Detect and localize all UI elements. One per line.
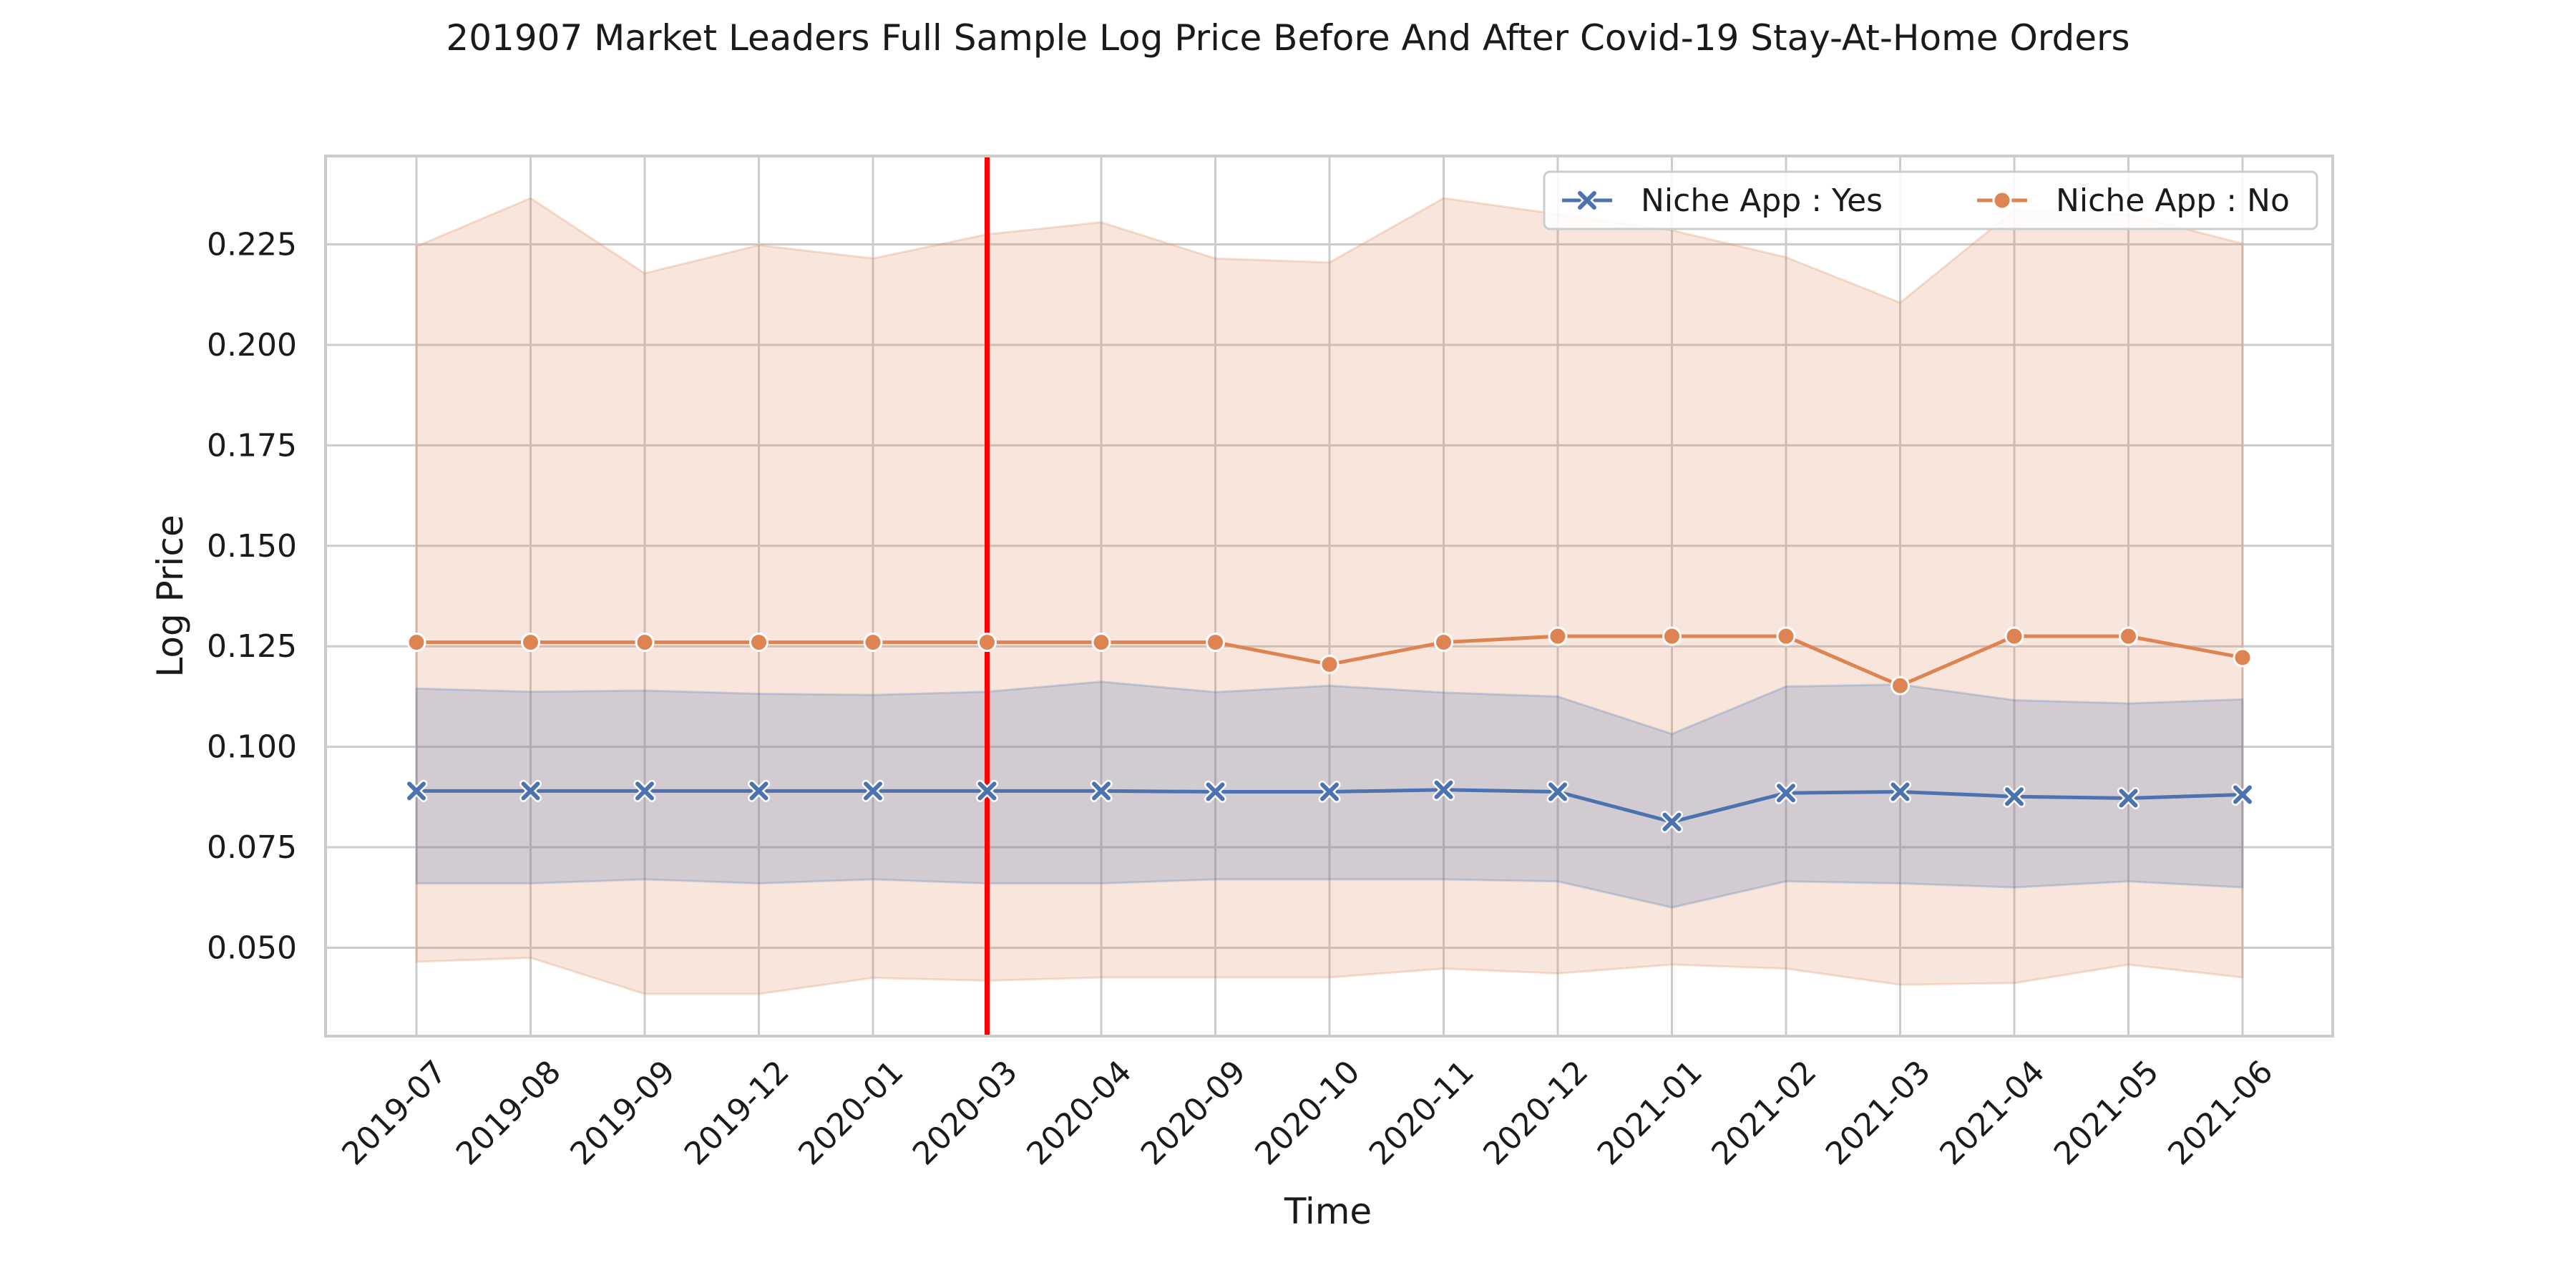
data-point-niche-yes: [1204, 781, 1226, 804]
x-tick-label: 2020-11: [1362, 1053, 1481, 1172]
y-tick-label: 0.175: [207, 427, 297, 464]
data-point-niche-no: [406, 633, 426, 653]
plot-frame: [324, 155, 2334, 1038]
x-tick-label: 2020-01: [791, 1053, 910, 1172]
data-point-niche-no: [1319, 654, 1340, 674]
data-point-niche-no: [2004, 626, 2024, 646]
data-point-niche-no: [977, 633, 997, 653]
legend-box: [1543, 170, 2318, 230]
x-tick-label: 2021-04: [1933, 1053, 2051, 1172]
legend-label: Niche App : Yes: [1641, 182, 1883, 219]
x-tick-label: 2019-07: [335, 1053, 454, 1172]
legend-marker: [1576, 189, 1599, 212]
data-point-niche-yes: [1318, 781, 1341, 804]
x-tick-label: 2021-01: [1591, 1053, 1709, 1172]
data-point-niche-no: [1091, 633, 1111, 653]
x-tick-label: 2021-05: [2047, 1053, 2166, 1172]
x-axis-label: Time: [1284, 1191, 1372, 1232]
data-point-niche-yes: [1546, 781, 1569, 804]
x-tick-label: 2020-12: [1476, 1053, 1595, 1172]
confidence-bands: [415, 197, 2244, 995]
legend-marker: [1992, 190, 2012, 210]
data-point-niche-yes: [748, 779, 770, 802]
data-point-niche-no: [1662, 626, 1682, 646]
y-axis-ticks: 0.050 0.075 0.100 0.125 0.150 0.175 0.200 0.225: [207, 227, 297, 967]
data-point-niche-yes: [633, 779, 656, 802]
x-tick-label: 2019-09: [563, 1053, 682, 1172]
x-tick-label: 2019-12: [678, 1053, 796, 1172]
y-axis-label: Log Price: [150, 514, 191, 677]
data-point-niche-yes: [1090, 779, 1113, 802]
data-point-niche-yes: [1661, 811, 1683, 834]
y-tick-label: 0.200: [207, 327, 297, 364]
data-point-niche-yes: [1433, 779, 1455, 801]
y-tick-label: 0.225: [207, 227, 297, 263]
x-tick-label: 2021-02: [1704, 1053, 1823, 1172]
data-point-niche-no: [1890, 675, 1910, 696]
x-tick-label: 2020-09: [1134, 1053, 1253, 1172]
data-point-niche-yes: [2231, 783, 2254, 806]
data-point-niche-yes: [976, 779, 998, 802]
data-point-niche-no: [863, 633, 883, 653]
y-tick-label: 0.150: [207, 528, 297, 565]
x-tick-label: 2019-08: [449, 1053, 568, 1172]
data-point-niche-yes: [1889, 781, 1911, 804]
data-point-niche-no: [1776, 626, 1796, 646]
data-point-niche-no: [1434, 633, 1453, 653]
data-point-niche-yes: [405, 779, 428, 802]
data-point-niche-no: [1206, 633, 1225, 653]
x-tick-label: 2020-04: [1020, 1053, 1138, 1172]
data-point-niche-no: [521, 633, 540, 653]
data-point-niche-yes: [862, 779, 884, 802]
data-point-niche-no: [749, 633, 769, 653]
data-point-niche-yes: [2117, 787, 2140, 810]
x-tick-label: 2021-03: [1819, 1053, 1938, 1172]
series-markers: [405, 626, 2254, 834]
data-point-niche-yes: [1775, 781, 1797, 804]
x-tick-label: 2020-10: [1248, 1053, 1367, 1172]
y-tick-label: 0.100: [207, 729, 297, 766]
x-axis-ticks: 2019-072019-082019-092019-122020-012020-…: [335, 1053, 2280, 1172]
data-point-niche-no: [2119, 626, 2138, 646]
legend: Niche App : Yes Niche App : No: [1543, 170, 2318, 230]
y-tick-label: 0.125: [207, 628, 297, 665]
x-tick-label: 2020-03: [906, 1053, 1025, 1172]
data-point-niche-yes: [2003, 785, 2026, 808]
chart-title: 201907 Market Leaders Full Sample Log Pr…: [446, 17, 2129, 59]
data-point-niche-yes: [519, 779, 542, 802]
x-tick-label: 2021-06: [2161, 1053, 2280, 1172]
y-tick-label: 0.075: [207, 829, 297, 866]
data-point-niche-no: [2233, 648, 2253, 668]
legend-label: Niche App : No: [2056, 182, 2290, 219]
data-point-niche-no: [1548, 626, 1568, 646]
y-tick-label: 0.050: [207, 930, 297, 966]
data-point-niche-no: [635, 633, 655, 653]
